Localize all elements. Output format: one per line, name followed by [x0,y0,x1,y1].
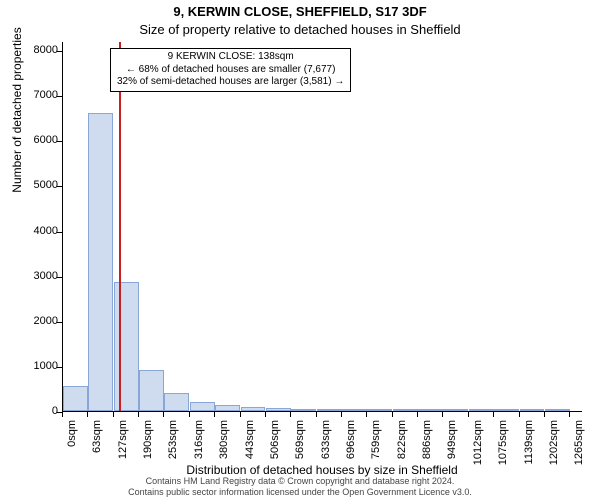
annotation-line-1: 9 KERWIN CLOSE: 138sqm [117,51,344,64]
bar [266,408,291,411]
bar [520,409,545,411]
bar [494,409,519,411]
bar [469,409,494,411]
footer-line-2: Contains public sector information licen… [128,487,472,497]
bar [114,282,139,411]
reference-line [119,42,121,411]
footer-line-1: Contains HM Land Registry data © Crown c… [146,476,455,486]
x-tick-mark [138,412,139,417]
annotation-line-3: 32% of semi-detached houses are larger (… [117,76,344,89]
y-tick-label: 8000 [34,44,58,56]
x-tick-mark [493,412,494,417]
x-tick-mark [240,412,241,417]
y-axis-label: Number of detached properties [10,0,24,230]
x-tick-mark [87,412,88,417]
bar [317,409,342,411]
x-tick-mark [189,412,190,417]
y-tick-label: 6000 [34,134,58,146]
bar [190,402,215,411]
x-tick-mark [468,412,469,417]
y-tick-label: 7000 [34,89,58,101]
bar [215,405,240,411]
bar [418,409,443,411]
y-tick-label: 3000 [34,270,58,282]
x-axis-label: Distribution of detached houses by size … [62,463,582,477]
bar [88,113,113,411]
bar [443,409,468,411]
bar [545,409,570,411]
bar [164,393,189,411]
x-tick-mark [366,412,367,417]
plot-area [62,42,582,412]
x-tick-mark [417,412,418,417]
bar [63,386,88,411]
chart-subtitle: Size of property relative to detached ho… [0,22,600,37]
bar [393,409,418,411]
x-tick-mark [214,412,215,417]
chart-container: 9, KERWIN CLOSE, SHEFFIELD, S17 3DF Size… [0,0,600,500]
x-tick-mark [163,412,164,417]
footer-text: Contains HM Land Registry data © Crown c… [0,476,600,498]
annotation-line-2: ← 68% of detached houses are smaller (7,… [117,64,344,77]
x-tick-mark [62,412,63,417]
annotation-box: 9 KERWIN CLOSE: 138sqm ← 68% of detached… [110,48,351,92]
x-tick-mark [341,412,342,417]
x-tick-mark [544,412,545,417]
bar [241,407,266,411]
x-tick-mark [519,412,520,417]
x-tick-mark [442,412,443,417]
x-tick-mark [569,412,570,417]
bar [139,370,164,412]
x-tick-mark [392,412,393,417]
bar [342,409,367,411]
y-tick-label: 2000 [34,315,58,327]
y-tick-label: 0 [52,405,58,417]
chart-title: 9, KERWIN CLOSE, SHEFFIELD, S17 3DF [0,4,600,19]
y-tick-label: 4000 [34,225,58,237]
bar [291,409,316,411]
x-tick-mark [265,412,266,417]
x-tick-mark [290,412,291,417]
y-tick-label: 1000 [34,360,58,372]
y-tick-label: 5000 [34,179,58,191]
x-tick-mark [113,412,114,417]
bar [367,409,392,411]
x-tick-mark [316,412,317,417]
bars-group [63,42,582,411]
